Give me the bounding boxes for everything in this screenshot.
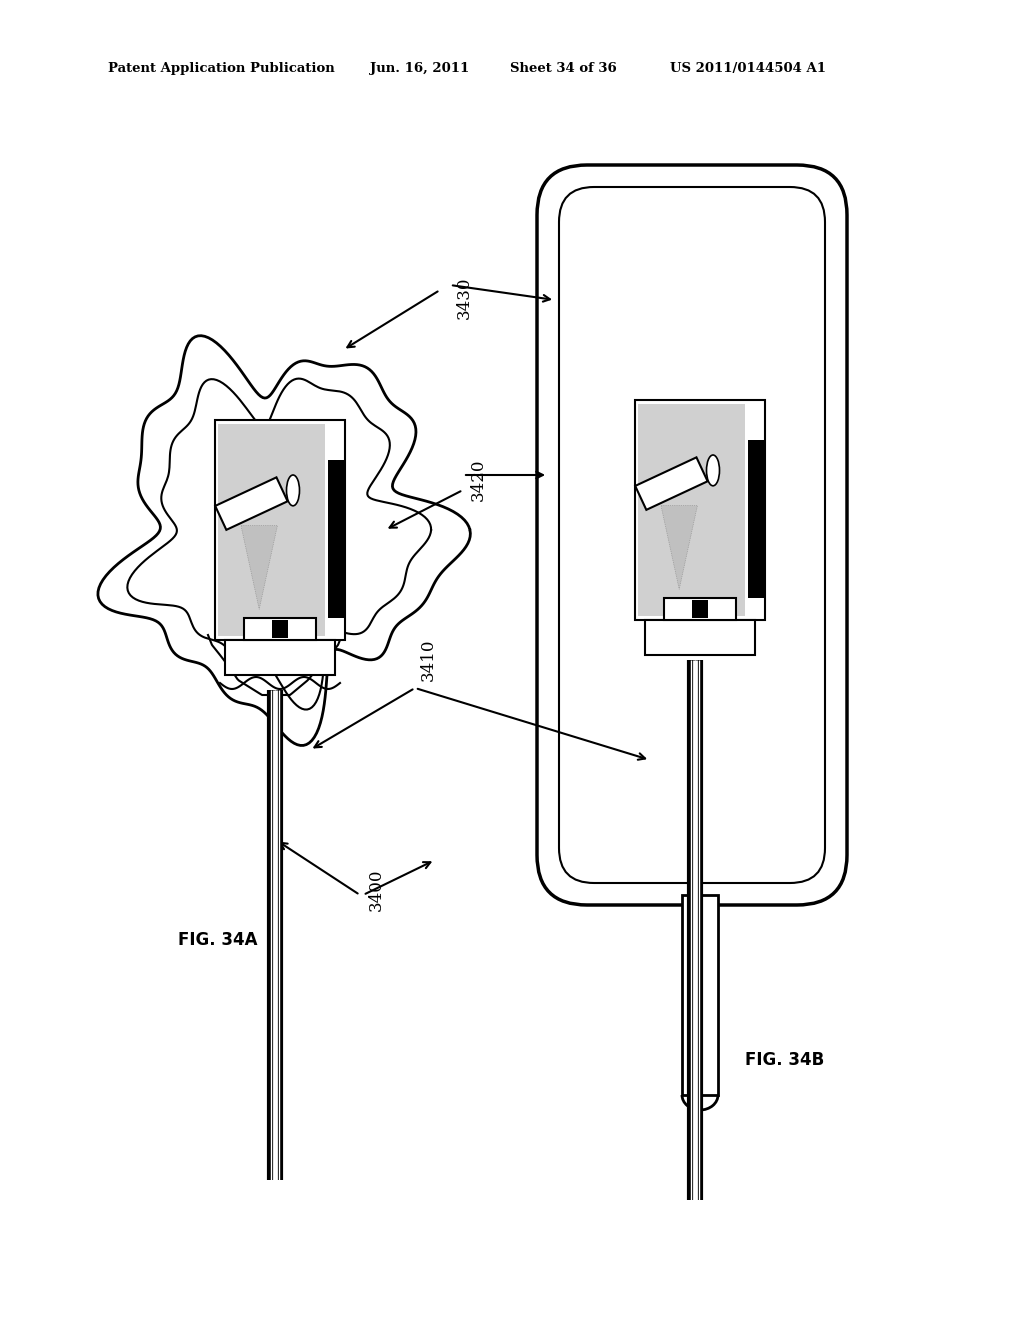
Ellipse shape bbox=[707, 455, 720, 486]
Bar bbox=[744, 440, 749, 598]
Bar bbox=[328, 459, 345, 618]
Polygon shape bbox=[635, 457, 708, 510]
Bar bbox=[692, 601, 708, 618]
Text: Patent Application Publication: Patent Application Publication bbox=[108, 62, 335, 75]
Text: 3400: 3400 bbox=[368, 869, 385, 911]
Polygon shape bbox=[662, 506, 697, 589]
FancyBboxPatch shape bbox=[559, 187, 825, 883]
Text: 3410: 3410 bbox=[420, 639, 437, 681]
Bar bbox=[215, 420, 345, 640]
Bar bbox=[749, 440, 765, 598]
Polygon shape bbox=[241, 525, 278, 610]
Ellipse shape bbox=[287, 475, 299, 506]
Text: Jun. 16, 2011: Jun. 16, 2011 bbox=[370, 62, 469, 75]
Text: 3420: 3420 bbox=[470, 459, 487, 502]
Bar bbox=[635, 400, 765, 620]
Bar bbox=[665, 598, 736, 620]
Bar bbox=[245, 618, 315, 640]
Bar bbox=[224, 640, 335, 675]
Bar bbox=[272, 620, 288, 638]
Polygon shape bbox=[215, 478, 288, 529]
Text: 3430: 3430 bbox=[456, 277, 473, 319]
Polygon shape bbox=[98, 335, 470, 746]
Text: Sheet 34 of 36: Sheet 34 of 36 bbox=[510, 62, 616, 75]
Text: FIG. 34B: FIG. 34B bbox=[745, 1051, 824, 1069]
Polygon shape bbox=[638, 404, 744, 615]
Text: US 2011/0144504 A1: US 2011/0144504 A1 bbox=[670, 62, 826, 75]
Text: FIG. 34A: FIG. 34A bbox=[178, 931, 257, 949]
Polygon shape bbox=[217, 425, 325, 636]
Bar bbox=[325, 459, 328, 618]
Bar bbox=[645, 620, 756, 655]
FancyBboxPatch shape bbox=[537, 165, 847, 906]
Bar bbox=[682, 895, 718, 1096]
